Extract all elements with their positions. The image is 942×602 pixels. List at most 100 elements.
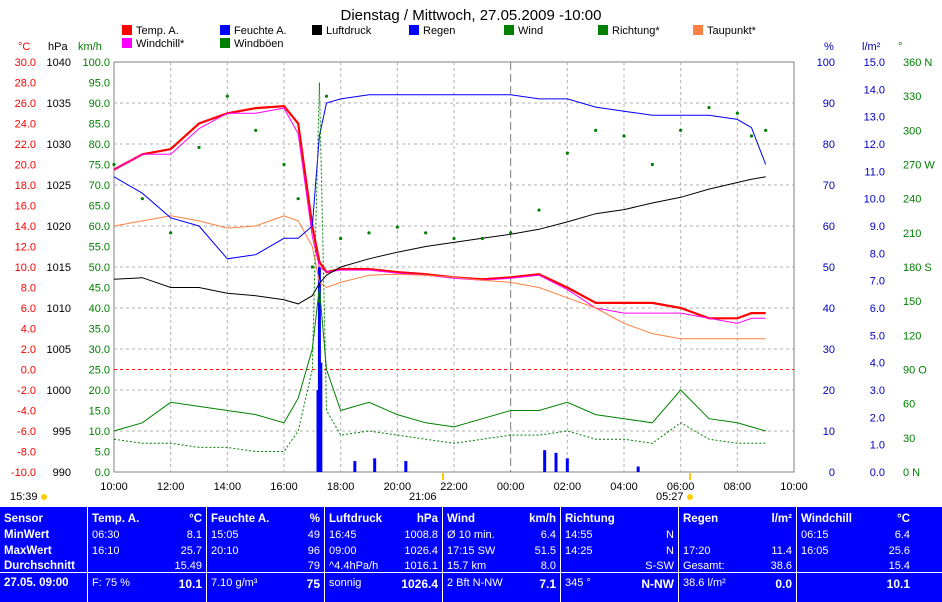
rain-tick-label: 3.0 [870, 385, 885, 397]
pressure-max-value: 1026.4 [404, 545, 438, 557]
wind-tick-label: 50.0 [89, 262, 110, 274]
windchill-current-value: 10.1 [886, 577, 910, 591]
humidity-tick-label: 80 [823, 139, 835, 151]
temp-tick-label: 22.0 [15, 139, 36, 151]
rain-current-value: 0.0 [775, 577, 792, 591]
direction-tick-label: 60 [903, 399, 915, 411]
humidity-max-time: 20:10 [211, 545, 239, 557]
direction-point [679, 128, 683, 132]
direction-point [225, 94, 229, 98]
humidity-tick-label: 60 [823, 221, 835, 233]
humidity-avg-value: 79 [307, 560, 320, 572]
sun-icon [687, 494, 693, 500]
pressure-min-value: 1008.8 [404, 529, 438, 541]
rain-bars [316, 267, 640, 472]
humidity-tick-label: 50 [823, 262, 835, 274]
col-temp: Temp. A. °C 06:30 8.1 16:10 25.7 15.49 F: 7… [88, 507, 207, 602]
header-pressure: Luftdruck [329, 513, 383, 525]
wind-max-value: 51.5 [534, 545, 556, 557]
header-rain-unit: l/m² [771, 513, 792, 525]
y-axes: -10.0 -8.0 -6.0 -4.0 -2.0 0.0 2.0 4.0 6.0 8.0 10.0… [11, 57, 935, 479]
direction-point [197, 145, 201, 150]
rain-max-time: 17:20 [683, 545, 711, 557]
direction-tick-label: 180 S [903, 262, 932, 274]
legend-label: Feuchte A. [234, 25, 287, 37]
wind-tick-label: 10.0 [89, 426, 110, 438]
legend-label: Windchill* [136, 38, 185, 50]
rain-tick-label: 1.0 [870, 440, 885, 452]
x-markers: 15:39 21:06 05:27 [10, 473, 693, 503]
direction-point [282, 162, 286, 167]
rain-tick-label: 0.0 [870, 467, 885, 479]
direction-point [169, 231, 173, 235]
direction-tick-label: 150 [903, 296, 921, 308]
wind-tick-label: 40.0 [89, 303, 110, 315]
wind-mean-value: 8.0 [540, 560, 556, 572]
temp-tick-label: 16.0 [15, 201, 36, 213]
windchill-min-value: 6.4 [894, 529, 910, 541]
header-direction: Richtung [565, 513, 615, 525]
wind-line [113, 287, 766, 432]
pressure-max-time: 09:00 [329, 545, 357, 557]
header-windchill-unit: °C [897, 513, 910, 525]
rain-tick-label: 11.0 [864, 166, 885, 178]
legend-label: Richtung* [612, 25, 660, 37]
direction-point [707, 105, 711, 110]
rain-tick-label: 2.0 [870, 412, 885, 424]
direction-point [565, 151, 569, 155]
chart-title: Dienstag / Mittwoch, 27.05.2009 -10:00 [341, 7, 602, 24]
direction-point [317, 299, 322, 303]
rain-tick-label: 10.0 [864, 194, 885, 206]
rain-tick-label: 14.0 [864, 84, 885, 96]
wind-tick-label: 30.0 [89, 344, 110, 356]
pressure-tick-label: 1015 [47, 262, 71, 274]
temp-unit: °C [18, 41, 30, 53]
x-tick-label: 10:00 [100, 481, 128, 493]
pressure-unit: hPa [48, 41, 68, 53]
row-label-avg: Durchschnitt [4, 560, 75, 572]
pressure-tick-label: 1020 [47, 221, 71, 233]
direction-tick-label: 300 [903, 125, 921, 137]
legend-swatch [409, 25, 419, 35]
legend-swatch [312, 25, 322, 35]
direction-current-value: N-NW [641, 577, 674, 591]
x-tick-label: 02:00 [554, 481, 582, 493]
humidity-tick-label: 70 [823, 180, 835, 192]
direction-tick-label: 330 [903, 91, 921, 103]
temp-tick-label: 20.0 [15, 160, 36, 172]
direction-point [509, 231, 513, 235]
direction-unit: ° [898, 41, 902, 53]
direction-tick-label: 0 N [903, 467, 920, 479]
pressure-avg-value: 1016.1 [404, 560, 438, 572]
gust-line [113, 82, 766, 452]
temp-line [113, 104, 766, 320]
direction-point [735, 111, 739, 115]
rain-tick-label: 8.0 [870, 248, 885, 260]
humidity-current-note: 7.10 g/m³ [211, 577, 258, 589]
rain-unit: l/m² [862, 41, 881, 53]
humidity-line [113, 94, 767, 260]
rain-tick-label: 13.0 [864, 112, 885, 124]
rain-bar [319, 362, 323, 472]
direction-min-value: N [666, 529, 674, 541]
pressure-forecast: sonnig [329, 577, 362, 589]
wind-tick-label: 35.0 [89, 324, 110, 336]
rain-bar [353, 461, 357, 472]
header-humidity: Feuchte A. [211, 513, 270, 525]
col-windchill: Windchill °C 06:15 6.4 16:05 25.6 15.4 10.1 [797, 507, 942, 602]
temp-tick-label: 24.0 [15, 119, 36, 131]
wind-tick-label: 20.0 [89, 385, 110, 397]
legend-label: Temp. A. [136, 25, 179, 37]
legend-label: Wind [518, 25, 543, 37]
rain-tick-label: 15.0 [864, 57, 885, 69]
header-wind-unit: km/h [529, 513, 556, 525]
wind-tick-label: 0.0 [95, 467, 110, 479]
wind-avg-label: Ø 10 min. [447, 529, 495, 541]
statistics-panel: Sensor MinWert MaxWert Durchschnitt 27.0… [0, 507, 942, 602]
dewpoint-line [113, 215, 766, 340]
col-sensor: Sensor MinWert MaxWert Durchschnitt 27.0… [0, 507, 88, 602]
rain-bar [543, 450, 547, 472]
direction-min-time: 14:55 [565, 529, 593, 541]
direction-point [764, 128, 768, 132]
direction-point [650, 162, 654, 167]
